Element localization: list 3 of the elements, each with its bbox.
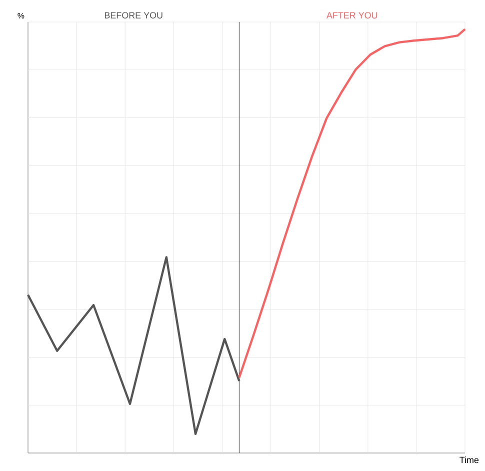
text: BEFORE YOU	[104, 12, 162, 18]
x-axis-title: Time	[460, 456, 479, 464]
text: AFTER YOU	[326, 12, 378, 18]
